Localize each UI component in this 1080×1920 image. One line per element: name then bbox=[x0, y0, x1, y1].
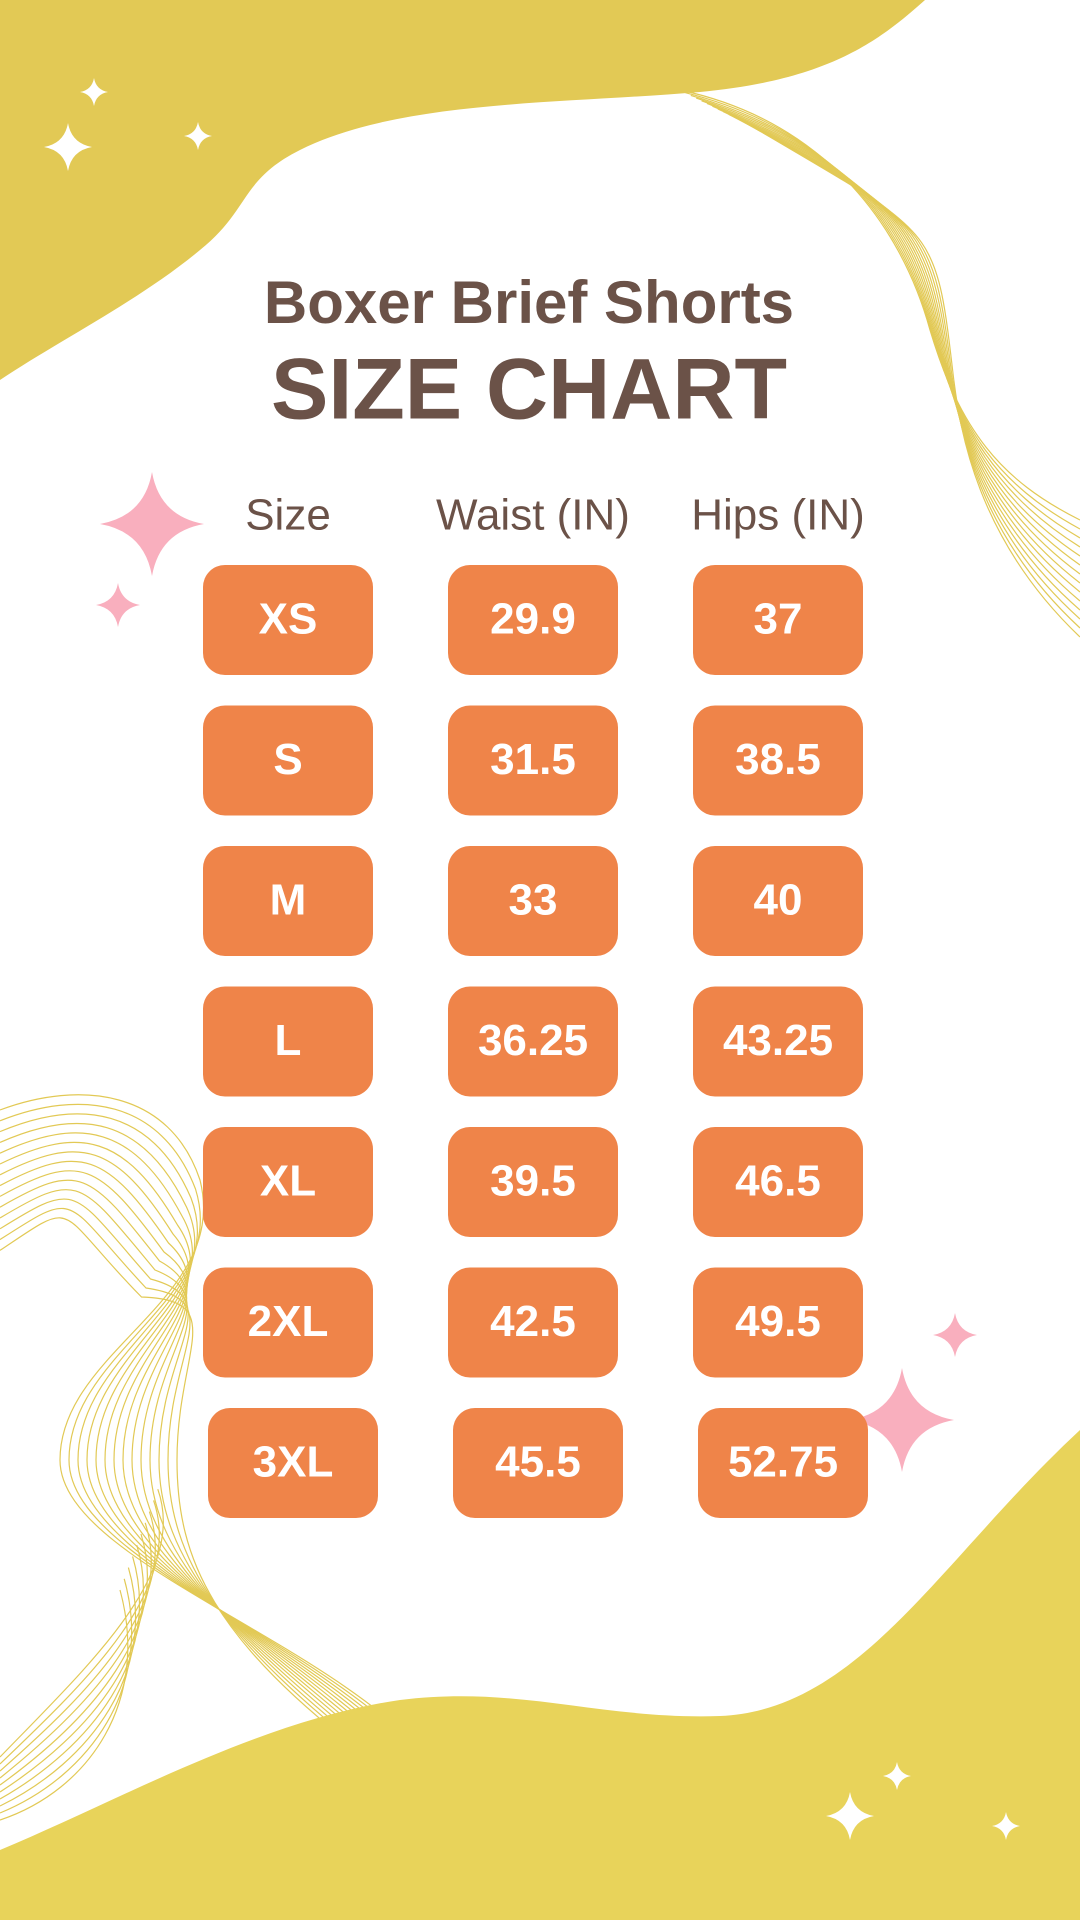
wave-line bbox=[749, 124, 1080, 638]
sparkle bbox=[883, 1762, 911, 1790]
wave-line bbox=[0, 1589, 129, 1821]
cell-text: 45.5 bbox=[495, 1438, 581, 1487]
cell-box bbox=[693, 986, 863, 1097]
cell-text: 49.5 bbox=[735, 1297, 821, 1346]
top-blob bbox=[0, 0, 925, 380]
cell-text: 39.5 bbox=[490, 1157, 576, 1206]
cell-box bbox=[203, 1127, 373, 1237]
cell-box bbox=[448, 986, 618, 1097]
cell-box bbox=[208, 1408, 378, 1518]
sparkle bbox=[100, 472, 204, 576]
cell-box bbox=[203, 565, 373, 675]
cell-text: 40 bbox=[754, 876, 803, 925]
wave-line bbox=[696, 97, 1080, 548]
cell-box bbox=[448, 846, 618, 956]
cell-box bbox=[203, 1267, 373, 1378]
title: SIZE CHART bbox=[271, 342, 787, 438]
wave-line bbox=[685, 92, 1080, 530]
cell-box bbox=[693, 1267, 863, 1378]
sparkle bbox=[826, 1792, 874, 1840]
cell-text: 31.5 bbox=[490, 735, 576, 784]
size-table: Size Waist (IN) Hips (IN) XS 29.9 37 S 31.5 38.5… bbox=[203, 491, 868, 1518]
cell-box bbox=[203, 846, 373, 956]
cell-box bbox=[453, 1408, 623, 1518]
cell-text: XS bbox=[259, 595, 318, 644]
wave-line bbox=[744, 121, 1080, 629]
wave-line bbox=[0, 1522, 152, 1779]
sparkle bbox=[992, 1812, 1020, 1840]
wave-line bbox=[739, 119, 1080, 620]
cell-text: 2XL bbox=[248, 1297, 329, 1346]
cell-text: 38.5 bbox=[735, 735, 821, 784]
cell-text: 42.5 bbox=[490, 1297, 576, 1346]
cell-box bbox=[203, 705, 373, 816]
cell-text: 33 bbox=[509, 876, 558, 925]
wave-line bbox=[733, 116, 1080, 611]
cell-text: 3XL bbox=[253, 1438, 334, 1487]
cell-text: L bbox=[275, 1016, 302, 1065]
cell-box bbox=[693, 1127, 863, 1237]
cell-text: S bbox=[273, 735, 302, 784]
sparkle bbox=[184, 122, 212, 150]
cell-box bbox=[448, 565, 618, 675]
cell-text: 36.25 bbox=[478, 1016, 588, 1065]
column-header: Waist (IN) bbox=[436, 491, 630, 540]
cell-text: 29.9 bbox=[490, 595, 576, 644]
cell-box bbox=[448, 1267, 618, 1378]
cell-text: 43.25 bbox=[723, 1016, 833, 1065]
wave-line bbox=[679, 89, 1080, 521]
wave-line bbox=[690, 94, 1080, 539]
wave-line bbox=[701, 100, 1080, 557]
cell-text: 37 bbox=[754, 595, 803, 644]
sparkle bbox=[850, 1368, 954, 1472]
wave-line bbox=[722, 111, 1080, 593]
cell-text: M bbox=[270, 876, 307, 925]
wave-line bbox=[0, 1567, 137, 1807]
wave-line bbox=[712, 105, 1080, 575]
bottom-blob bbox=[0, 1430, 1080, 1920]
cell-box bbox=[698, 1408, 868, 1518]
subtitle: Boxer Brief Shorts bbox=[264, 269, 794, 336]
column-header: Size bbox=[245, 491, 331, 540]
cell-box bbox=[693, 565, 863, 675]
wave-line bbox=[0, 1500, 160, 1765]
wave-line bbox=[0, 1489, 164, 1758]
sparkle bbox=[933, 1313, 977, 1357]
sparkle bbox=[44, 123, 92, 171]
cell-box bbox=[448, 705, 618, 816]
cell-box bbox=[693, 846, 863, 956]
sparkle bbox=[96, 583, 140, 627]
cell-text: 46.5 bbox=[735, 1157, 821, 1206]
cell-text: XL bbox=[260, 1157, 316, 1206]
column-header: Hips (IN) bbox=[691, 491, 865, 540]
cell-box bbox=[203, 986, 373, 1097]
wave-line bbox=[706, 102, 1080, 566]
wave-line bbox=[0, 1511, 156, 1772]
sparkle bbox=[80, 78, 108, 106]
sparkles bbox=[44, 78, 1020, 1840]
cell-text: 52.75 bbox=[728, 1438, 838, 1487]
wave-line bbox=[728, 113, 1080, 602]
wave-line bbox=[0, 1533, 148, 1786]
wave-line bbox=[0, 1545, 144, 1793]
cell-box bbox=[448, 1127, 618, 1237]
wave-line bbox=[717, 108, 1080, 584]
cell-box bbox=[693, 705, 863, 816]
